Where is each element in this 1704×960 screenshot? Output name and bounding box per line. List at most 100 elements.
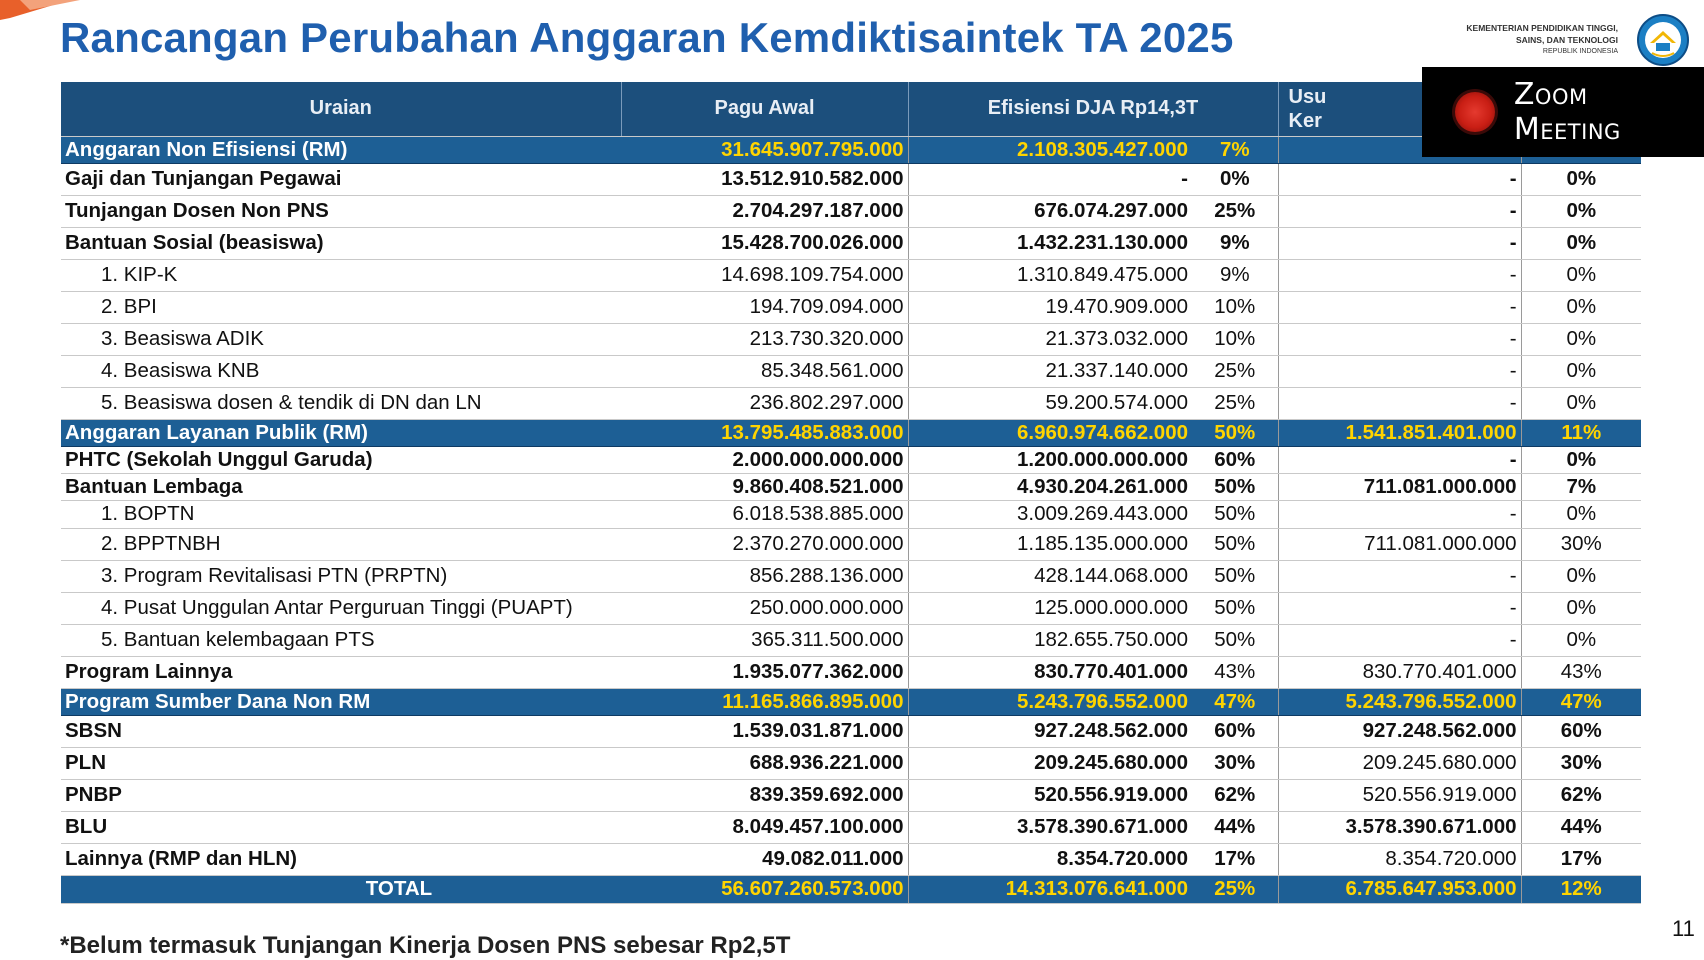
row-pagu: 6.018.538.885.000 xyxy=(621,500,908,529)
row-efisiensi-pct: 25% xyxy=(1192,195,1279,228)
row-usulan: 927.248.562.000 xyxy=(1277,715,1522,748)
row-usulan-pct: 30% xyxy=(1520,747,1642,780)
row-usulan-pct: 0% xyxy=(1520,592,1642,625)
row-usulan-pct: 0% xyxy=(1520,560,1642,593)
row-efisiensi: 927.248.562.000 xyxy=(907,715,1192,748)
table-row: 3. Beasiswa ADIK 213.730.320.000 21.373.… xyxy=(61,323,1642,356)
row-usulan: 711.081.000.000 xyxy=(1277,528,1522,561)
header-pagu-awal: Pagu Awal xyxy=(621,82,909,137)
row-efisiensi-pct: 9% xyxy=(1192,227,1279,260)
page-number: 11 xyxy=(1672,916,1695,941)
row-pagu: 13.512.910.582.000 xyxy=(621,163,908,196)
row-efisiensi-pct: 25% xyxy=(1192,387,1279,420)
header-efisiensi: Efisiensi DJA Rp14,3T xyxy=(908,82,1279,137)
row-label: Lainnya (RMP dan HLN) xyxy=(61,843,621,876)
row-efisiensi-pct: 50% xyxy=(1192,528,1279,561)
row-label: PHTC (Sekolah Unggul Garuda) xyxy=(61,446,621,474)
total-row: TOTAL 56.607.260.573.000 14.313.076.641.… xyxy=(61,875,1642,904)
row-pagu: 9.860.408.521.000 xyxy=(621,473,908,501)
row-efisiensi-pct: 43% xyxy=(1192,656,1279,689)
table-row: 1. BOPTN 6.018.538.885.000 3.009.269.443… xyxy=(61,500,1642,529)
table-row: 2. BPPTNBH 2.370.270.000.000 1.185.135.0… xyxy=(61,528,1642,561)
table-row: 4. Pusat Unggulan Antar Perguruan Tinggi… xyxy=(61,592,1642,625)
table-row: Tunjangan Dosen Non PNS 2.704.297.187.00… xyxy=(61,195,1642,228)
corner-accent xyxy=(0,0,80,20)
row-efisiensi-pct: 50% xyxy=(1192,592,1279,625)
table-row: 4. Beasiswa KNB 85.348.561.000 21.337.14… xyxy=(61,355,1642,388)
row-usulan: - xyxy=(1277,500,1522,529)
row-efisiensi-pct: 10% xyxy=(1192,291,1279,324)
row-usulan-pct: 0% xyxy=(1520,323,1642,356)
budget-table: Uraian Pagu Awal Efisiensi DJA Rp14,3T U… xyxy=(61,82,1642,904)
row-efisiensi: 8.354.720.000 xyxy=(907,843,1192,876)
row-usulan-pct: 60% xyxy=(1520,715,1642,748)
row-efisiensi-pct: 10% xyxy=(1192,323,1279,356)
row-usulan: - xyxy=(1277,624,1522,657)
row-efisiensi: 5.243.796.552.000 xyxy=(907,688,1192,716)
row-efisiensi: 428.144.068.000 xyxy=(907,560,1192,593)
row-usulan-pct: 0% xyxy=(1520,291,1642,324)
row-pagu: 15.428.700.026.000 xyxy=(621,227,908,260)
row-pagu: 194.709.094.000 xyxy=(621,291,908,324)
total-efisiensi: 14.313.076.641.000 xyxy=(907,875,1192,904)
table-row: 1. KIP-K 14.698.109.754.000 1.310.849.47… xyxy=(61,259,1642,292)
row-label: Tunjangan Dosen Non PNS xyxy=(61,195,621,228)
row-efisiensi: 3.009.269.443.000 xyxy=(907,500,1192,529)
table-row: PLN 688.936.221.000 209.245.680.000 30% … xyxy=(61,747,1642,780)
row-pagu: 14.698.109.754.000 xyxy=(621,259,908,292)
row-usulan: - xyxy=(1277,291,1522,324)
row-efisiensi: 1.310.849.475.000 xyxy=(907,259,1192,292)
row-usulan: 520.556.919.000 xyxy=(1277,779,1522,812)
row-usulan: 1.541.851.401.000 xyxy=(1277,419,1522,447)
row-efisiensi: 182.655.750.000 xyxy=(907,624,1192,657)
row-label: Gaji dan Tunjangan Pegawai xyxy=(61,163,621,196)
table-row: Program Lainnya 1.935.077.362.000 830.77… xyxy=(61,656,1642,689)
row-pagu: 11.165.866.895.000 xyxy=(621,688,908,716)
row-pagu: 1.935.077.362.000 xyxy=(621,656,908,689)
table-row: Bantuan Sosial (beasiswa) 15.428.700.026… xyxy=(61,227,1642,260)
row-efisiensi: - xyxy=(907,163,1192,196)
table-row: SBSN 1.539.031.871.000 927.248.562.000 6… xyxy=(61,715,1642,748)
row-efisiensi-pct: 50% xyxy=(1192,560,1279,593)
row-efisiensi-pct: 0% xyxy=(1192,163,1279,196)
row-efisiensi: 3.578.390.671.000 xyxy=(907,811,1192,844)
row-usulan-pct: 0% xyxy=(1520,163,1642,196)
table-row: PNBP 839.359.692.000 520.556.919.000 62%… xyxy=(61,779,1642,812)
row-efisiensi: 209.245.680.000 xyxy=(907,747,1192,780)
zoom-meeting-overlay: Zoom Meeting xyxy=(1422,67,1704,157)
row-efisiensi-pct: 47% xyxy=(1192,688,1279,716)
row-usulan: - xyxy=(1277,323,1522,356)
table-row: 5. Beasiswa dosen & tendik di DN dan LN … xyxy=(61,387,1642,420)
row-usulan: - xyxy=(1277,446,1522,474)
total-pagu: 56.607.260.573.000 xyxy=(621,875,908,904)
row-efisiensi: 2.108.305.427.000 xyxy=(907,136,1192,164)
row-usulan-pct: 0% xyxy=(1520,446,1642,474)
row-usulan: - xyxy=(1277,387,1522,420)
row-usulan: 209.245.680.000 xyxy=(1277,747,1522,780)
row-usulan-pct: 0% xyxy=(1520,227,1642,260)
row-pagu: 839.359.692.000 xyxy=(621,779,908,812)
row-pagu: 2.704.297.187.000 xyxy=(621,195,908,228)
row-efisiensi: 1.185.135.000.000 xyxy=(907,528,1192,561)
row-label: 5. Beasiswa dosen & tendik di DN dan LN xyxy=(61,387,621,420)
row-efisiensi: 21.337.140.000 xyxy=(907,355,1192,388)
row-label: 4. Pusat Unggulan Antar Perguruan Tinggi… xyxy=(61,592,621,625)
total-efisiensi-pct: 25% xyxy=(1192,875,1279,904)
footnote: *Belum termasuk Tunjangan Kinerja Dosen … xyxy=(60,932,791,959)
row-label: 5. Bantuan kelembagaan PTS xyxy=(61,624,621,657)
ministry-line-3: REPUBLIK INDONESIA xyxy=(1542,48,1618,55)
row-efisiensi-pct: 7% xyxy=(1192,136,1279,164)
row-usulan-pct: 0% xyxy=(1520,624,1642,657)
row-label: PLN xyxy=(61,747,621,780)
row-usulan: - xyxy=(1277,259,1522,292)
row-efisiensi-pct: 25% xyxy=(1192,355,1279,388)
row-label: Bantuan Lembaga xyxy=(61,473,621,501)
table-row: Bantuan Lembaga 9.860.408.521.000 4.930.… xyxy=(61,473,1642,501)
row-efisiensi-pct: 44% xyxy=(1192,811,1279,844)
row-usulan-pct: 30% xyxy=(1520,528,1642,561)
row-pagu: 250.000.000.000 xyxy=(621,592,908,625)
row-usulan: 711.081.000.000 xyxy=(1277,473,1522,501)
table-row: BLU 8.049.457.100.000 3.578.390.671.000 … xyxy=(61,811,1642,844)
row-label: Program Lainnya xyxy=(61,656,621,689)
row-efisiensi-pct: 50% xyxy=(1192,624,1279,657)
